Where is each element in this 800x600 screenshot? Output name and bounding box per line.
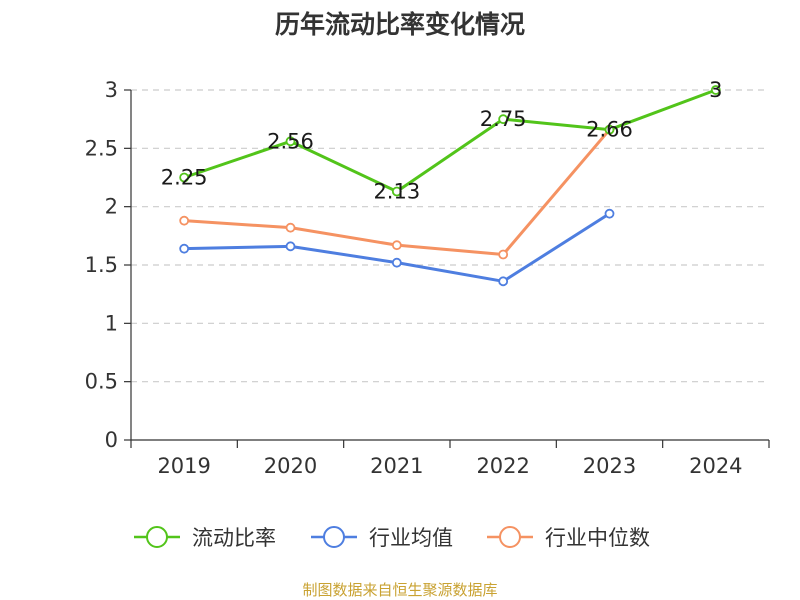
- data-point[interactable]: [391, 240, 402, 251]
- data-point[interactable]: [285, 241, 296, 252]
- data-point[interactable]: [498, 276, 509, 287]
- x-tick-label: 2020: [264, 454, 317, 478]
- legend-swatch-marker: [323, 526, 345, 548]
- data-label: 2.25: [161, 166, 208, 190]
- legend-item-1[interactable]: 行业均值: [311, 526, 453, 550]
- legend-item-2[interactable]: 行业中位数: [487, 526, 650, 550]
- x-tick-label: 2023: [583, 454, 636, 478]
- data-point[interactable]: [710, 85, 721, 95]
- data-point[interactable]: [285, 222, 296, 233]
- legend-item-0[interactable]: 流动比率: [134, 526, 276, 550]
- x-tick-label: 2024: [689, 454, 742, 478]
- legend[interactable]: 流动比率 行业均值 行业中位数: [134, 526, 650, 550]
- legend-label: 行业中位数: [545, 526, 650, 550]
- grid-lines: [131, 89, 769, 383]
- data-point[interactable]: [179, 172, 190, 183]
- series-lines: [179, 85, 721, 287]
- data-label: 2.13: [373, 180, 420, 204]
- chart-title: 历年流动比率变化情况: [275, 10, 525, 39]
- data-label: 2.56: [267, 129, 314, 153]
- y-tick-label: 0: [105, 428, 118, 452]
- data-point[interactable]: [179, 215, 190, 226]
- series-line-0: [182, 88, 718, 193]
- data-point[interactable]: [179, 243, 190, 254]
- axes: 0 0.5 1 1.5 2 2.5 3 2019 2020 2021 2022 2023 2024: [85, 78, 770, 478]
- y-tick-label: 3: [105, 78, 118, 102]
- x-tick-label: 2021: [370, 454, 423, 478]
- legend-swatch-marker: [146, 526, 168, 548]
- data-label: 2.66: [586, 118, 633, 142]
- source-note: 制图数据来自恒生聚源数据库: [302, 581, 497, 599]
- x-tick-label: 2019: [157, 454, 210, 478]
- data-point[interactable]: [604, 124, 615, 135]
- y-tick-label: 0.5: [85, 370, 118, 394]
- data-point[interactable]: [604, 208, 615, 219]
- data-point[interactable]: [391, 186, 402, 197]
- data-label: 2.75: [480, 107, 527, 131]
- y-tick-label: 1: [105, 311, 118, 335]
- data-labels: 2.25 2.56 2.13 2.75 2.66 3: [161, 78, 723, 204]
- y-tick-label: 2: [105, 195, 118, 219]
- data-point[interactable]: [391, 257, 402, 268]
- data-point[interactable]: [285, 136, 296, 147]
- legend-label: 流动比率: [192, 526, 276, 550]
- x-tick-label: 2022: [476, 454, 529, 478]
- y-tick-label: 1.5: [85, 253, 118, 277]
- legend-swatch-marker: [499, 526, 521, 548]
- y-tick-label: 2.5: [85, 136, 118, 160]
- legend-label: 行业均值: [369, 526, 453, 550]
- data-label: 3: [709, 78, 722, 102]
- data-point[interactable]: [498, 114, 509, 125]
- data-point[interactable]: [498, 249, 509, 260]
